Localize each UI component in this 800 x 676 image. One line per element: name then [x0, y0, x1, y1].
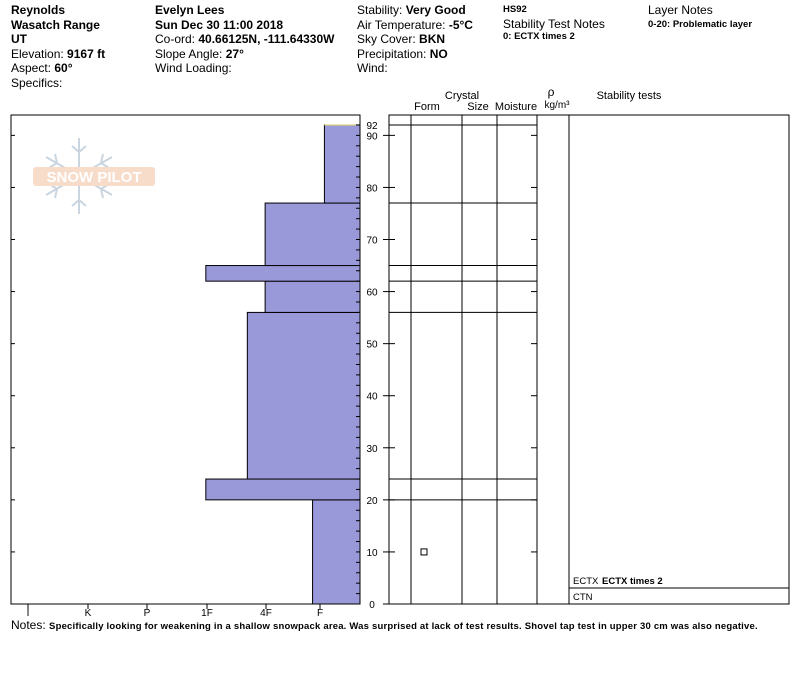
stability-test-note-item: 0: ECTX times 2 — [503, 31, 575, 42]
ctn-test-code: CTN — [573, 592, 593, 603]
state-name: UT — [11, 32, 27, 46]
crystal-header: Crystal — [445, 90, 479, 102]
coord-value: 40.66125N, -111.64330W — [198, 32, 335, 46]
elevation-value: 9167 ft — [67, 46, 106, 61]
header-layer-notes: Layer Notes 0-20: Problematic layer — [648, 3, 752, 32]
moisture-header: Moisture — [495, 101, 537, 113]
stability-tests-header: Stability tests — [597, 90, 662, 102]
wind-label: Wind: — [357, 61, 388, 75]
hardness-tick-label-K: K — [85, 608, 92, 619]
header-observation: Evelyn Lees Sun Dec 30 11:00 2018 Co-ord… — [155, 3, 334, 76]
watermark-text: SNOW PILOT — [47, 169, 142, 186]
size-header: Size — [467, 101, 488, 113]
height-label-top: 92 — [366, 121, 378, 132]
height-label-50: 50 — [366, 340, 378, 351]
sky-cover-label: Sky Cover: — [357, 32, 416, 46]
observer-name: Evelyn Lees — [155, 3, 225, 17]
slope-value: 27° — [225, 46, 244, 61]
observation-datetime: Sun Dec 30 11:00 2018 — [155, 17, 284, 32]
hardness-axis: I K P 1F 4F F — [27, 604, 323, 619]
hardness-bars — [205, 124, 361, 605]
height-label-10: 10 — [366, 548, 378, 559]
form-header: Form — [414, 101, 440, 113]
height-label-80: 80 — [366, 183, 378, 194]
stability-test-notes-title: Stability Test Notes — [503, 17, 605, 31]
density-unit: kg/m³ — [545, 100, 571, 111]
height-label-40: 40 — [366, 392, 378, 403]
hardness-bar-3 — [264, 280, 361, 313]
hardness-tick-label-I: I — [27, 608, 30, 619]
site-name: Reynolds — [11, 3, 66, 17]
stability-value: Very Good — [405, 3, 466, 17]
aspect-value: 60° — [54, 61, 73, 75]
height-label-60: 60 — [366, 288, 378, 299]
header-weather: Stability: Very Good Air Temperature: -5… — [357, 3, 473, 76]
hardness-tick-label-F: F — [317, 608, 323, 619]
precip-label: Precipitation: — [357, 46, 427, 61]
layer-notes-title: Layer Notes — [648, 3, 713, 17]
hardness-tick-label-P: P — [144, 608, 151, 619]
hardness-bar-5 — [264, 202, 361, 267]
layer-table-frame — [388, 114, 790, 605]
hardness-bar-1 — [205, 478, 361, 501]
air-temp-value: -5°C — [448, 17, 473, 32]
hardness-bar-2 — [246, 311, 361, 480]
range-name: Wasatch Range — [11, 17, 100, 32]
slope-label: Slope Angle: — [155, 46, 223, 61]
layer-note-item: 0-20: Problematic layer — [648, 18, 753, 30]
grain-form-marker — [420, 548, 428, 556]
ectx-test-note: ECTX times 2 — [602, 576, 663, 587]
header-stability-notes: HS92 Stability Test Notes 0: ECTX times … — [503, 3, 605, 43]
stability-label: Stability: — [357, 3, 403, 17]
hardness-tick-label-1F: 1F — [201, 608, 213, 619]
air-temp-label: Air Temperature: — [357, 17, 446, 32]
precip-value: NO — [429, 46, 448, 61]
height-label-70: 70 — [366, 236, 378, 247]
specifics-label: Specifics: — [11, 75, 63, 90]
notes-label: Notes: — [11, 618, 46, 632]
height-label-90: 90 — [366, 131, 378, 142]
aspect-label: Aspect: — [11, 61, 52, 75]
hardness-bar-6 — [323, 124, 361, 204]
hardness-bar-0 — [312, 499, 361, 605]
snowpilot-logo: SNOW PILOT — [33, 138, 155, 214]
ectx-test-code: ECTX — [573, 576, 599, 587]
notes-text: Specifically looking for weakening in a … — [49, 621, 758, 632]
density-header: ρ — [548, 85, 555, 99]
layer-table — [388, 114, 790, 605]
notes-section: Notes: Specifically looking for weakenin… — [11, 617, 781, 635]
snow-height: HS92 — [503, 4, 527, 15]
hardness-tick-label-4F: 4F — [260, 608, 272, 619]
height-label-20: 20 — [366, 496, 378, 507]
hardness-bar-4 — [205, 265, 361, 282]
elevation-label: Elevation: — [11, 46, 64, 61]
height-label-0: 0 — [369, 600, 375, 611]
header-site: Reynolds Wasatch Range UT Elevation: 916… — [11, 3, 105, 90]
sky-cover-value: BKN — [419, 32, 446, 46]
wind-loading-label: Wind Loading: — [155, 61, 232, 75]
height-label-30: 30 — [366, 444, 378, 455]
coord-label: Co-ord: — [155, 32, 196, 46]
